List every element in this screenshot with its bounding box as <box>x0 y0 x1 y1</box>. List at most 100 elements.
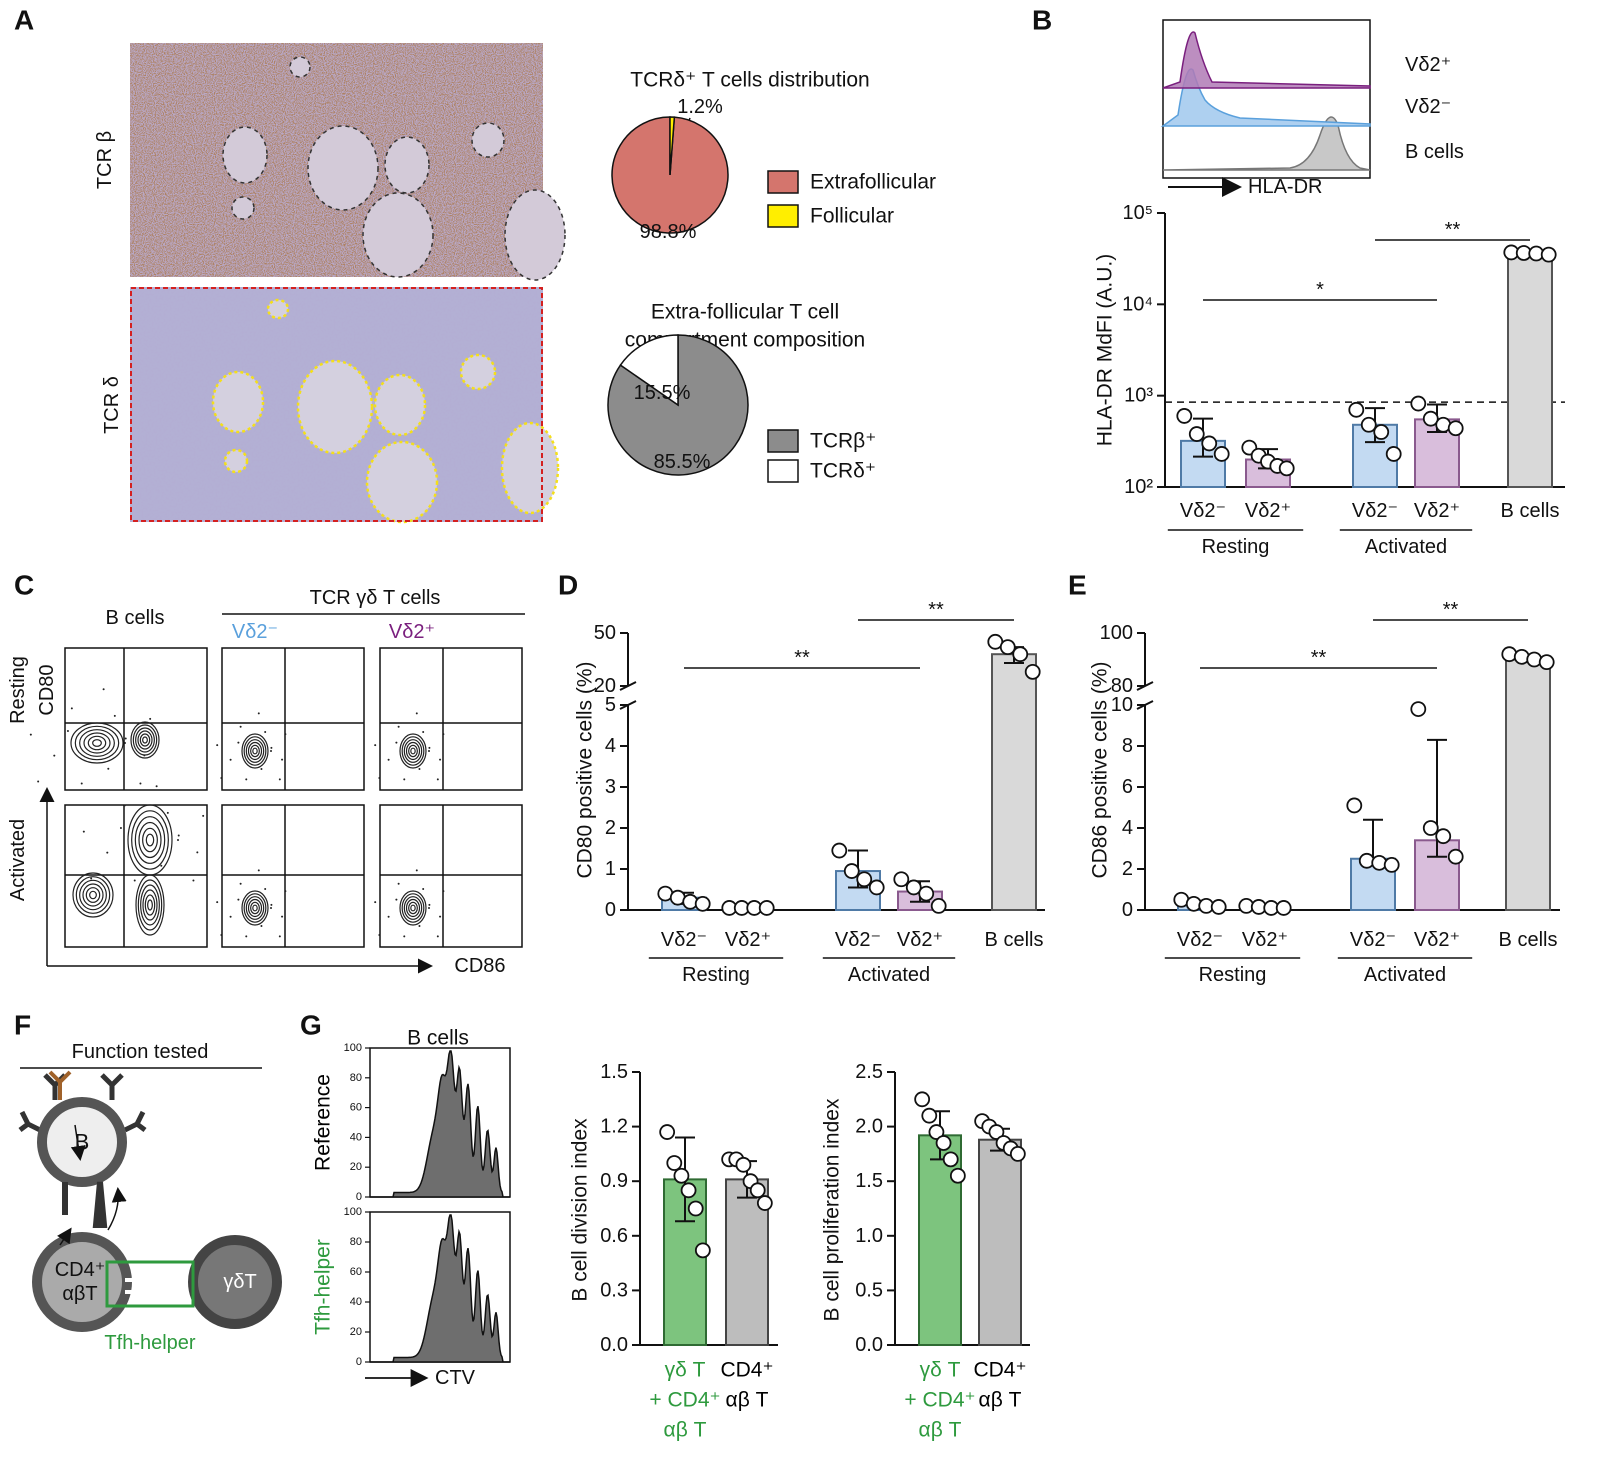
event-dot <box>264 730 267 733</box>
contour <box>403 739 423 763</box>
flow-plots <box>29 647 523 948</box>
decoration <box>211 298 560 524</box>
contour <box>83 732 111 754</box>
event-dot <box>102 688 105 691</box>
y-tick-label: 6 <box>1122 776 1133 798</box>
x-tick-label: Vδ2⁺ <box>1245 500 1291 522</box>
event-dot <box>53 754 56 757</box>
data-point <box>694 1242 711 1259</box>
event-dot <box>202 814 205 817</box>
event-dot <box>428 746 431 749</box>
group-label: Activated <box>1365 536 1447 558</box>
data-point <box>1447 848 1464 865</box>
x-tick-label: Vδ2⁺ <box>725 929 771 951</box>
data-point <box>687 1200 704 1217</box>
decoration <box>32 1232 132 1332</box>
x-tick-label: Vδ2⁻ <box>1180 500 1226 522</box>
decoration <box>365 440 439 524</box>
data-point <box>1410 701 1427 717</box>
bar <box>1507 252 1553 488</box>
event-dot <box>397 725 400 728</box>
x-axis-label: CTV <box>435 1367 476 1389</box>
row-label: Activated <box>7 819 29 901</box>
event-dot <box>123 804 126 807</box>
data-point <box>680 1182 697 1199</box>
data-point <box>1201 435 1218 452</box>
decoration <box>125 1278 185 1294</box>
event-dot <box>196 851 199 854</box>
event-dot <box>66 729 69 732</box>
bar <box>991 653 1037 912</box>
contour <box>137 879 163 931</box>
decoration <box>57 1227 72 1246</box>
data-point <box>1009 1146 1026 1162</box>
event-dot <box>278 778 281 781</box>
contour <box>243 736 267 766</box>
y-axis-label: CD80 positive cells (%) <box>574 661 597 878</box>
contour <box>144 894 156 916</box>
event-dot <box>387 758 390 761</box>
event-dot <box>124 737 127 740</box>
cell-label: B <box>75 1130 90 1155</box>
data-point <box>694 895 711 912</box>
y-tick-label: 1 <box>605 858 616 880</box>
y-tick-label: 10⁵ <box>1122 202 1153 224</box>
y-tick-label: 10 <box>1111 694 1133 716</box>
event-dot <box>270 750 272 752</box>
decoration <box>62 1181 108 1228</box>
y-tick-label: 2 <box>605 817 616 839</box>
group-label: Resting <box>1202 536 1270 558</box>
histogram-shape <box>370 1050 510 1198</box>
contour <box>401 736 425 766</box>
data-point <box>1278 460 1295 477</box>
y-tick-label: 8 <box>1122 735 1133 757</box>
event-dot <box>229 758 232 761</box>
event-dot <box>139 782 142 785</box>
group-label: Resting <box>1199 964 1267 986</box>
data-point <box>1410 395 1427 412</box>
decoration <box>500 421 560 515</box>
event-dot <box>281 915 284 918</box>
y-tick-label: 4 <box>1122 817 1133 839</box>
decoration <box>373 373 427 437</box>
event-dot <box>403 935 406 938</box>
y-tick-label: 60 <box>350 1266 362 1278</box>
x-tick-label: B cells <box>985 929 1044 951</box>
y-tick-label: 80 <box>1111 675 1133 697</box>
panel-letter: C <box>14 570 34 601</box>
x-tick-label: CD4⁺ <box>720 1359 773 1382</box>
column-title: TCR γδ T cells <box>310 587 441 609</box>
event-dot <box>160 864 163 867</box>
axis-label: CD80 <box>36 664 58 715</box>
event-dot <box>82 830 85 833</box>
data-label: 85.5% <box>654 451 711 473</box>
legend-swatch <box>767 429 799 453</box>
y-axis-label: Tfh-helper <box>312 1239 335 1335</box>
event-dot <box>70 707 73 710</box>
data-point <box>666 1155 683 1171</box>
y-tick-label: 20 <box>350 1161 362 1173</box>
event-dot <box>155 785 158 788</box>
cell-label: CD4⁺ <box>55 1259 106 1281</box>
contour <box>79 879 107 911</box>
decoration <box>123 1110 147 1133</box>
y-tick-label: 0.9 <box>600 1170 628 1192</box>
contour <box>399 890 427 926</box>
y-tick-label: 60 <box>350 1102 362 1114</box>
contour <box>135 874 165 936</box>
contour <box>408 744 418 758</box>
data-point <box>1435 828 1452 845</box>
legend-label: TCRδ⁺ <box>810 460 876 483</box>
contour <box>405 741 421 761</box>
event-dot <box>387 915 390 918</box>
event-dot <box>264 887 267 890</box>
data-point <box>928 1124 945 1140</box>
event-dot <box>422 887 425 890</box>
event-dot <box>395 898 398 901</box>
data-point <box>1275 900 1292 916</box>
data-point <box>831 842 848 859</box>
y-tick-label: 10⁴ <box>1122 293 1153 315</box>
decoration <box>289 56 311 78</box>
event-dot <box>177 839 179 841</box>
